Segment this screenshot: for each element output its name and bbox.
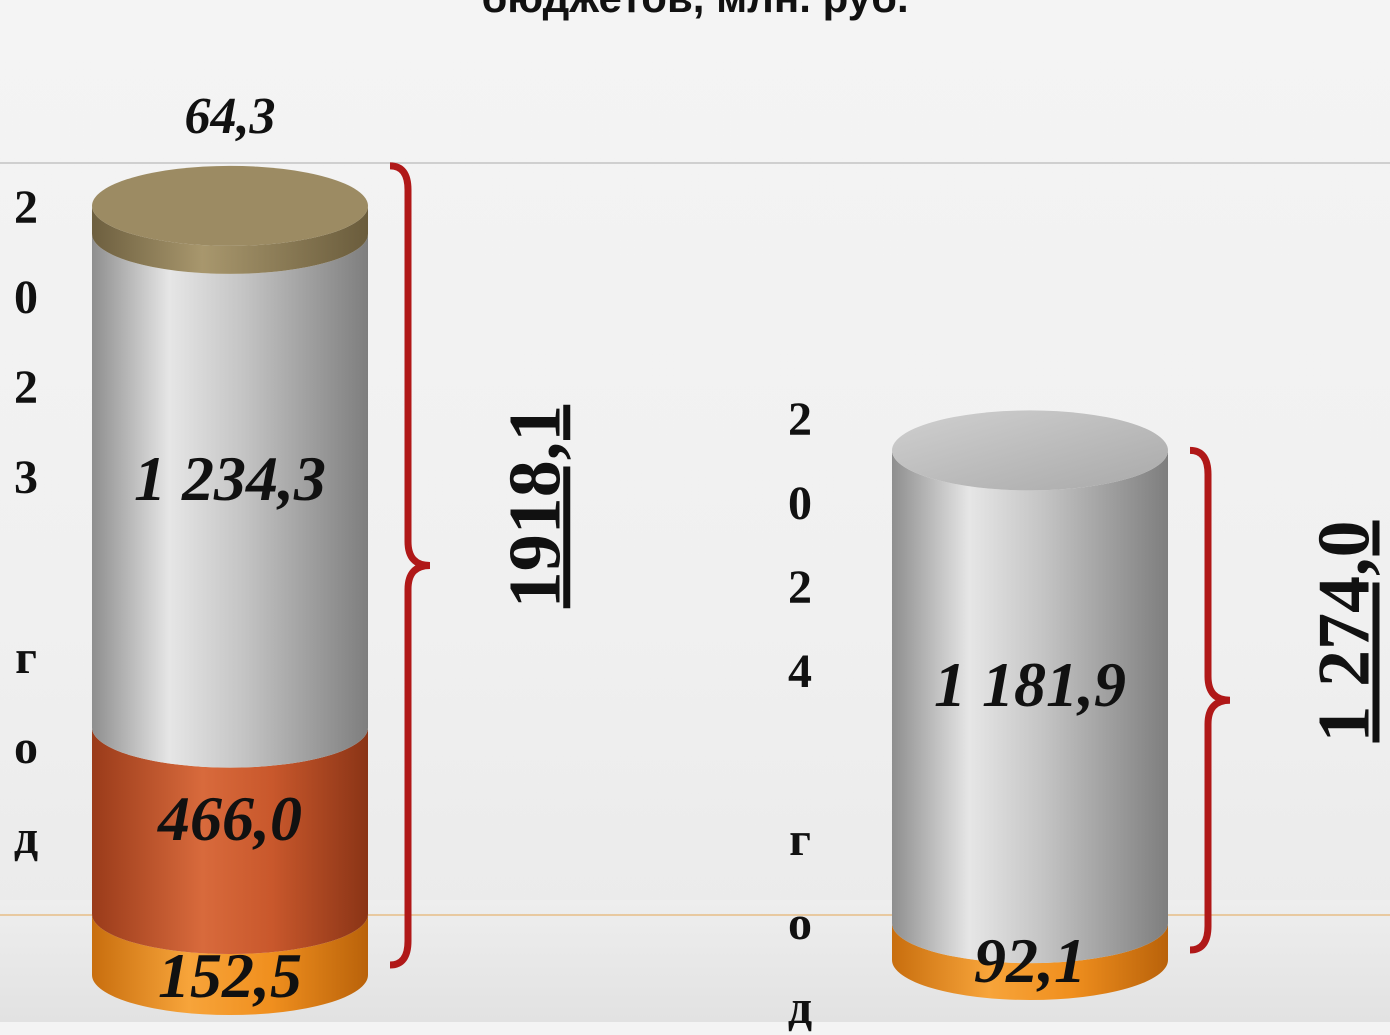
divider-line bbox=[0, 162, 1390, 164]
year-letter: 2 bbox=[14, 181, 38, 234]
bar-top-cap bbox=[92, 165, 368, 246]
bar-segment bbox=[92, 205, 368, 274]
year-letter: 4 bbox=[788, 645, 812, 698]
bar-top-cap bbox=[892, 410, 1168, 491]
data-label: 466,0 bbox=[158, 783, 302, 855]
total-label: 1 274,0 bbox=[1303, 520, 1385, 743]
divider-line bbox=[0, 914, 1390, 916]
data-label: 1 234,3 bbox=[134, 443, 326, 515]
bar-segment bbox=[92, 914, 368, 1015]
total-label: 1918,1 bbox=[493, 404, 576, 608]
total-brace bbox=[1189, 446, 1231, 954]
year-letter: о bbox=[14, 721, 38, 774]
year-letter: 2 bbox=[788, 393, 812, 446]
year-letter: г bbox=[789, 813, 811, 866]
year-letter: г bbox=[15, 631, 37, 684]
year-letter: о bbox=[788, 897, 812, 950]
total-brace bbox=[389, 162, 431, 969]
bar-segment bbox=[892, 923, 1168, 1000]
year-letter: 0 bbox=[14, 271, 38, 324]
bar-segment bbox=[92, 727, 368, 954]
chart-title: бюджетов, млн. руб. bbox=[0, 0, 1390, 22]
data-label: 64,3 bbox=[184, 87, 276, 145]
data-label: 1 181,9 bbox=[934, 649, 1126, 721]
year-letter: 2 bbox=[788, 561, 812, 614]
data-label: 152,5 bbox=[158, 939, 302, 1011]
bar-segment bbox=[892, 450, 1168, 964]
year-letter: 0 bbox=[788, 477, 812, 530]
data-label: 92,1 bbox=[974, 924, 1086, 996]
bar-segment bbox=[92, 233, 368, 768]
year-letter: 2 bbox=[14, 361, 38, 414]
year-letter: д bbox=[13, 811, 39, 864]
year-letter: 3 bbox=[14, 451, 38, 504]
